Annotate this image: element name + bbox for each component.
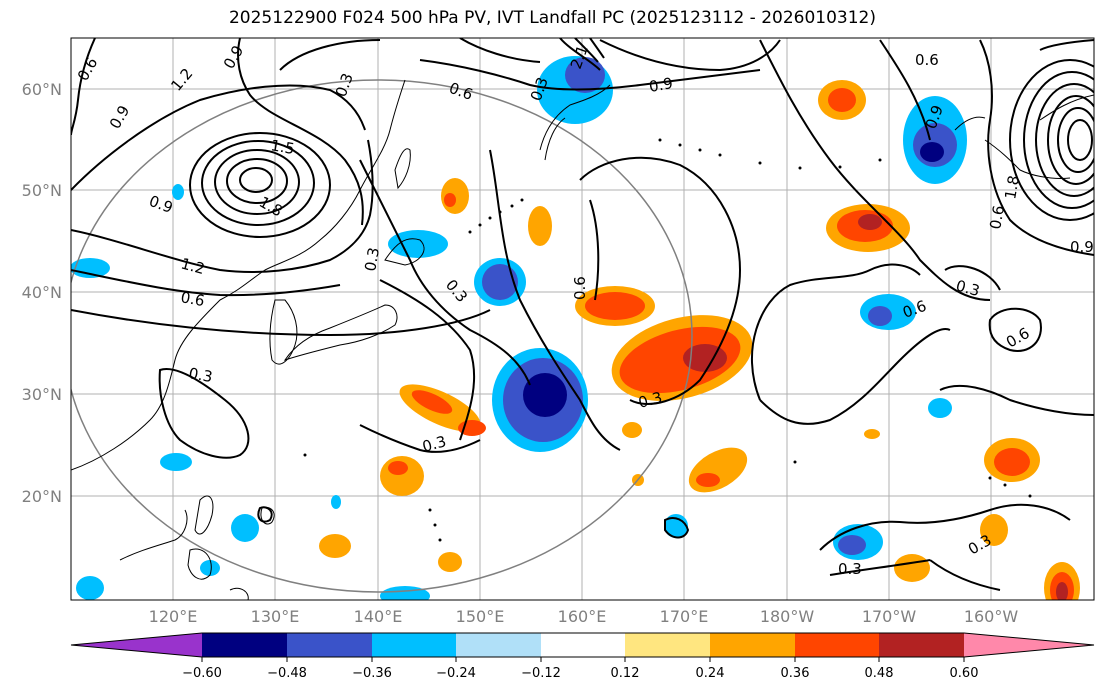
colorbar-segment	[879, 633, 964, 657]
lat-label-group: 60°N 50°N 40°N 30°N 20°N	[22, 80, 62, 506]
contour-label: 0.3	[636, 388, 664, 412]
map-title: 2025122900 F024 500 hPa PV, IVT Landfall…	[228, 8, 876, 28]
colorbar-segment	[625, 633, 710, 657]
colorbar-tick-label: −0.36	[352, 666, 392, 681]
reference-circle	[71, 79, 693, 593]
contour-label: 1.8	[1001, 174, 1023, 201]
lon-label-group: 120°E 130°E 140°E 150°E 160°E 170°E 180°…	[149, 607, 1019, 626]
lat-label: 50°N	[22, 181, 62, 200]
contour-label: 0.9	[1070, 238, 1094, 256]
contour-label: 0.3	[420, 432, 448, 456]
colorbar-segment	[541, 633, 625, 657]
lat-label: 30°N	[22, 385, 62, 404]
colorbar-tick-label: 0.36	[781, 666, 810, 681]
contour-label: 0.3	[838, 560, 862, 578]
colorbar-segment	[372, 633, 456, 657]
contour-label: 0.3	[361, 246, 383, 273]
contour-label: 0.6	[571, 276, 589, 300]
contour-label: 1.2	[179, 254, 207, 278]
colorbar-tick-label: 0.48	[865, 666, 894, 681]
colorbar: −0.60 −0.48 −0.36 −0.24 −0.12 0.12 0.24 …	[70, 632, 1095, 681]
colorbar-tick-label: 0.12	[611, 666, 640, 681]
colorbar-tick-label: 0.24	[696, 666, 725, 681]
colorbar-tick-label: 0.60	[950, 666, 979, 681]
lon-label: 140°E	[354, 607, 403, 626]
colorbar-segment	[71, 633, 202, 657]
lon-label: 170°E	[660, 607, 709, 626]
colorbar-tick-label: −0.48	[267, 666, 307, 681]
colorbar-tick-marks	[201, 657, 965, 662]
colorbar-segment	[710, 633, 795, 657]
lat-label: 60°N	[22, 80, 62, 99]
lat-label: 20°N	[22, 487, 62, 506]
pv-contours	[71, 38, 1094, 591]
colorbar-segment	[202, 633, 287, 657]
contour-label: 0.3	[187, 364, 214, 386]
contour-label: 0.6	[915, 51, 939, 69]
lon-label: 170°W	[862, 607, 917, 626]
colorbar-segment	[795, 633, 879, 657]
colorbar-tick-label: −0.24	[436, 666, 476, 681]
contour-label: 0.3	[954, 276, 982, 300]
colorbar-segment	[456, 633, 541, 657]
island-dots	[303, 138, 1032, 542]
colorbar-segment	[287, 633, 372, 657]
lon-label: 120°E	[149, 607, 198, 626]
lon-label: 180°W	[760, 607, 815, 626]
lon-label: 150°E	[456, 607, 505, 626]
contour-label: 0.9	[648, 74, 675, 96]
contour-label: 1.5	[269, 136, 296, 158]
coastlines	[71, 79, 1094, 600]
lon-label: 160°W	[964, 607, 1019, 626]
contour-label: 0.6	[986, 204, 1008, 231]
colorbar-tick-label: −0.12	[521, 666, 561, 681]
colorbar-segment	[964, 633, 1094, 657]
lat-label: 40°N	[22, 283, 62, 302]
lon-label: 130°E	[251, 607, 300, 626]
lon-label: 160°E	[558, 607, 607, 626]
plot-frame	[70, 37, 1095, 601]
contour-label: 0.6	[179, 288, 206, 310]
colorbar-tick-label: −0.60	[182, 666, 222, 681]
